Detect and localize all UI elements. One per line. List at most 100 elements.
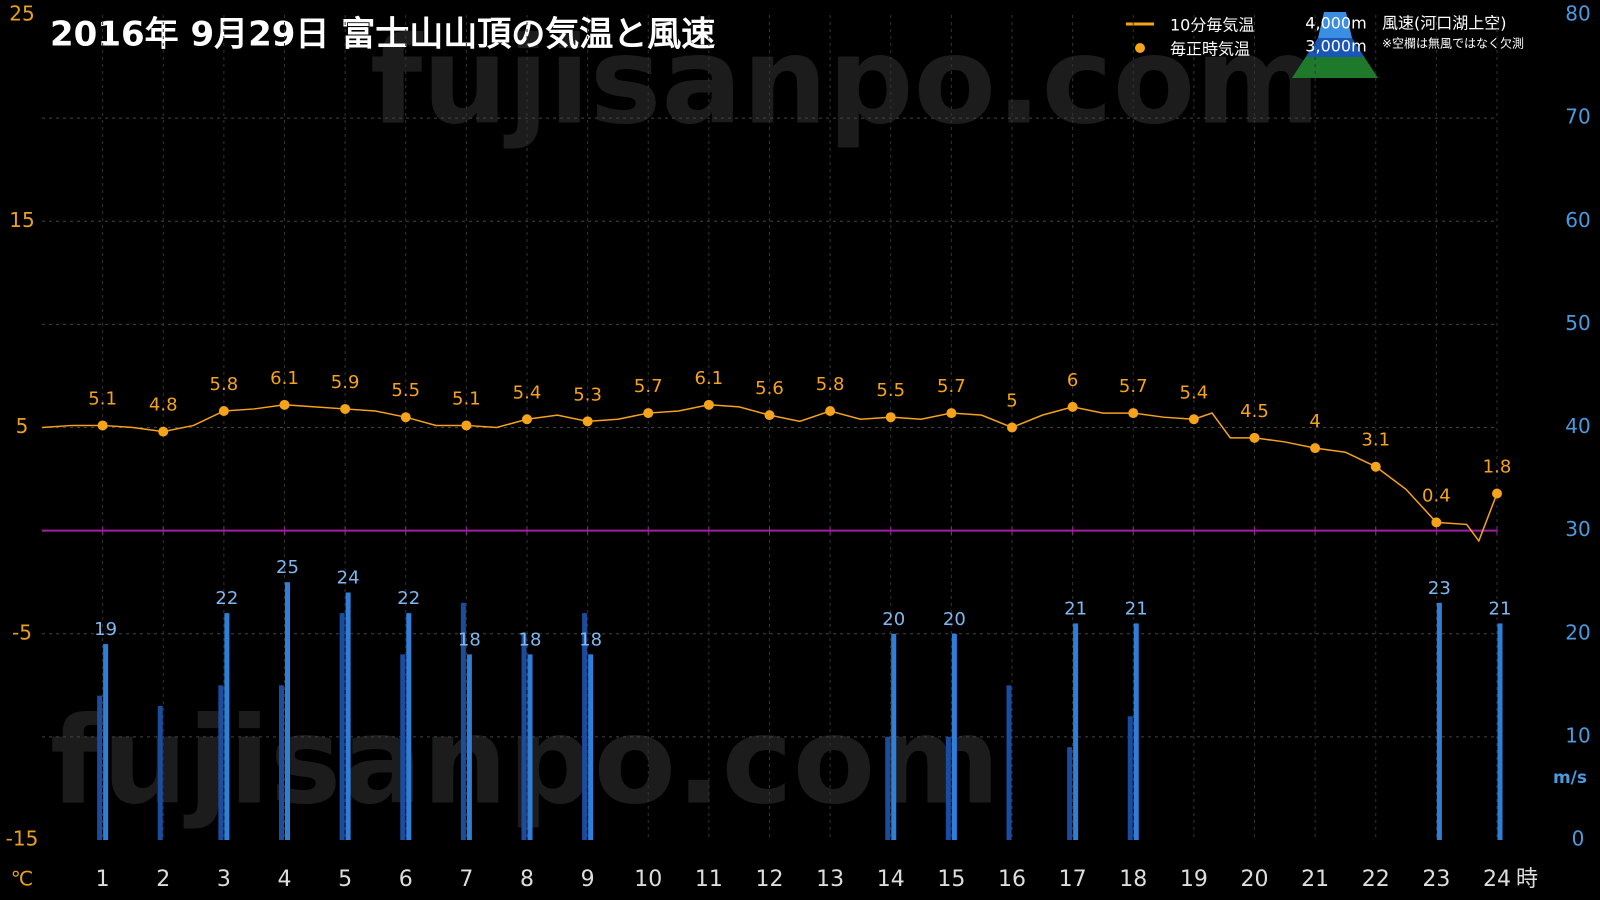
data-label: 5.7 [937,376,966,397]
temp-point [340,403,351,414]
data-label: 23 [1428,578,1451,599]
wind-title: 風速(河口湖上空) [1382,14,1507,33]
bar [885,736,891,840]
temp-point [218,406,229,416]
data-label: 6.1 [695,368,724,389]
data-label: 5.8 [210,374,239,395]
y2-tick-label: 50 [1565,311,1590,335]
data-label: 5.5 [876,380,905,401]
data-label: 20 [943,609,966,630]
x-tick-label: 9 [581,867,595,892]
x-tick-label: 11 [695,867,723,892]
data-label: 5.4 [1180,382,1209,403]
temp-point [1067,401,1078,412]
bar [891,633,897,840]
note: ※空欄は無風ではなく欠測 [1382,36,1524,51]
bar [1497,623,1503,840]
data-label: 4 [1309,411,1320,432]
bar [345,592,351,840]
x-tick-label: 3 [217,867,231,892]
data-label: 5.3 [573,384,602,405]
temp-point [582,416,593,427]
temp-point [1492,488,1502,499]
temp-line [41,404,1498,543]
temp-point [1188,414,1199,425]
y2-tick-label: 0 [1572,827,1585,851]
bar [1127,716,1133,840]
mountain-icon [1306,38,1364,57]
data-label: 20 [882,609,905,630]
data-label: 21 [1489,598,1512,619]
temp-point [643,408,654,419]
data-label: 22 [397,588,420,609]
data-label: 19 [94,619,117,640]
y2-tick-label: 20 [1565,620,1590,644]
x-tick-label: 20 [1241,867,1269,892]
x-tick-label: 7 [459,867,473,892]
legend-label: 3,000m [1305,37,1366,56]
bar [218,685,224,840]
bar [157,705,163,840]
data-label: 6 [1067,370,1078,391]
legend-swatch [1135,43,1145,53]
temp-point [825,406,836,416]
temp-point [1249,432,1260,443]
y2-tick-label: 80 [1565,2,1590,26]
y-tick-label: 15 [9,208,34,232]
temp-point [764,410,775,421]
data-label: 21 [1064,598,1087,619]
bar [945,736,951,840]
bar [103,644,109,840]
bar [1073,623,1079,840]
temp-point [1128,408,1139,419]
y-tick-label: 25 [9,2,34,26]
data-label: 5.8 [816,374,845,395]
data-label: 5.1 [88,388,117,409]
bar [1133,623,1139,840]
data-label: 5.1 [452,388,481,409]
x-tick-label: 5 [338,867,352,892]
watermark: fujisanpo.com [370,13,1320,152]
data-label: 18 [519,629,542,650]
y-unit: ℃ [11,867,33,891]
y2-tick-label: 30 [1565,517,1590,541]
bar [521,633,527,840]
legend-label: 4,000m [1305,14,1366,33]
legend-label: 毎正時気温 [1170,40,1250,59]
bar [951,633,957,840]
x-unit: 時 [1516,867,1538,892]
y2-tick-label: 60 [1565,208,1590,232]
x-tick-label: 21 [1301,867,1329,892]
x-tick-label: 18 [1119,867,1147,892]
x-tick-label: 17 [1059,867,1087,892]
data-label: 5.7 [1119,376,1148,397]
x-tick-label: 4 [278,867,292,892]
data-label: 0.4 [1422,485,1451,506]
data-label: 24 [337,568,360,589]
temp-point [1431,517,1442,528]
temp-point [1370,461,1381,472]
x-tick-label: 1 [96,867,110,892]
temp-point [522,414,532,425]
x-tick-label: 15 [937,867,965,892]
x-tick-label: 14 [877,867,905,892]
data-label: 25 [276,557,299,578]
data-label: 5.9 [331,372,360,393]
x-tick-label: 12 [756,867,784,892]
temp-point [279,399,290,410]
y-tick-label: 5 [16,414,29,438]
x-tick-label: 13 [816,867,844,892]
temp-point [1007,422,1017,433]
y2-unit: m/s [1553,768,1587,788]
temp-point [400,412,411,423]
bar [97,695,103,840]
bar [1436,602,1442,840]
bar [339,613,345,840]
x-tick-label: 19 [1180,867,1208,892]
bar [460,602,466,840]
x-tick-label: 24 [1483,867,1511,892]
x-tick-label: 10 [634,867,662,892]
data-label: 5 [1006,391,1017,412]
